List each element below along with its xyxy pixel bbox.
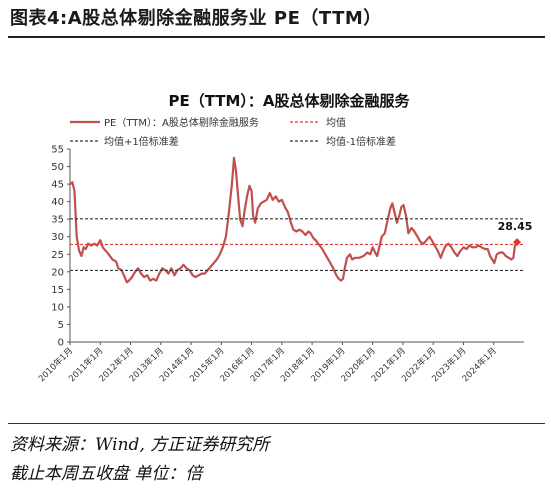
chart-title: PE（TTM）：A股总体剔除金融服务 (168, 92, 410, 110)
y-tick-label: 35 (51, 215, 64, 226)
y-tick-label: 25 (51, 250, 64, 261)
pe-series-line (69, 156, 518, 284)
source-note: 资料来源：Wind, 方正证券研究所 (10, 435, 270, 455)
unit-note: 截止本周五收盘 单位：倍 (10, 464, 203, 484)
y-tick-label: 45 (51, 180, 64, 191)
axes: 05101520253035404550552010年1月2011年1月2012… (36, 145, 524, 384)
y-tick-label: 50 (51, 162, 64, 173)
last-value-marker (513, 238, 522, 247)
legend-label-minus1sd: 均值-1倍标准差 (326, 135, 396, 148)
last-value-label: 28.45 (498, 220, 533, 233)
y-tick-label: 55 (51, 145, 64, 156)
y-tick-label: 20 (51, 267, 64, 278)
y-tick-label: 30 (51, 232, 64, 243)
y-tick-label: 10 (51, 302, 64, 313)
legend-label-mean: 均值 (326, 116, 346, 129)
y-tick-label: 15 (51, 285, 64, 296)
y-tick-label: 5 (58, 320, 64, 331)
bottom-rule (8, 423, 545, 424)
y-tick-label: 40 (51, 197, 64, 208)
y-tick-label: 0 (58, 338, 64, 349)
top-rule (8, 36, 545, 38)
plot-area: 28.45 (69, 156, 533, 284)
figure-title: 图表4:A股总体剔除金融服务业 PE（TTM） (10, 8, 382, 29)
legend-label-pe: PE（TTM）：A股总体剔除金融服务 (104, 116, 259, 129)
legend-label-plus1sd: 均值+1倍标准差 (104, 135, 179, 148)
pe-line-chart: PE（TTM）：A股总体剔除金融服务 PE（TTM）：A股总体剔除金融服务 均值… (36, 92, 533, 384)
legend: PE（TTM）：A股总体剔除金融服务 均值 均值+1倍标准差 均值-1倍标准差 (70, 116, 396, 148)
